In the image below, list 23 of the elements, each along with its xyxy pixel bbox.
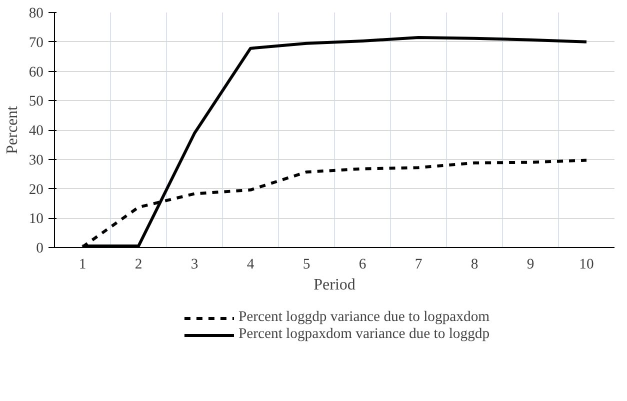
y-tick-label: 40 [28,123,44,139]
x-tick-label: 5 [302,256,310,272]
x-tick-label: 1 [78,256,86,272]
y-tick-label: 70 [28,34,44,51]
x-axis-title: Period [314,276,356,294]
y-tick-label: 0 [36,240,44,256]
legend-label: Percent loggdp variance due to logpaxdom [238,309,490,326]
x-tick-label: 2 [134,256,142,272]
y-tick-label: 10 [28,211,44,228]
x-tick-label: 10 [579,256,594,272]
x-tick-label: 7 [414,256,422,272]
legend-label: Percent logpaxdom variance due to loggdp [238,326,490,343]
x-tick-label: 8 [470,256,478,272]
y-tick-label: 80 [28,6,44,22]
y-tick-label: 30 [28,152,44,168]
x-tick-label: 6 [358,256,366,272]
y-tick-label: 20 [28,182,44,198]
x-tick-label: 3 [190,256,198,272]
y-tick-label: 50 [28,94,44,110]
y-tick-label: 60 [28,64,44,80]
y-axis-title: Percent [4,105,21,154]
x-tick-label: 4 [246,256,255,272]
x-tick-label: 9 [526,256,534,272]
